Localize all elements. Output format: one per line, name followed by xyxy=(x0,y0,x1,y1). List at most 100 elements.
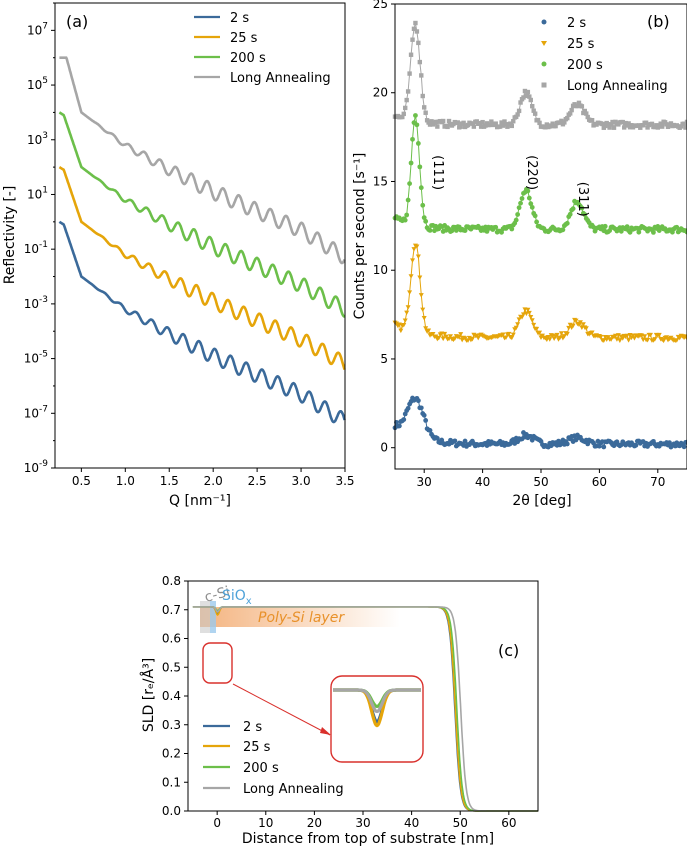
panel-b-point-25s xyxy=(525,307,531,313)
panel-a-y-tick-label: 10-9 xyxy=(24,459,49,475)
panel-b-point-200s xyxy=(413,113,418,118)
panel-b-point-25s xyxy=(612,333,618,339)
panel-b-point-25s xyxy=(537,330,543,336)
panel-b-point-long xyxy=(509,123,514,129)
panel-b-point-25s xyxy=(531,322,537,328)
panel-b-point-long xyxy=(605,122,611,127)
panel-b-point-long xyxy=(544,122,550,127)
panel-b-point-long xyxy=(500,123,506,128)
panel-b-point-long xyxy=(417,59,423,65)
panel-b-point-long xyxy=(528,97,533,103)
panel-b-point-200s xyxy=(516,205,522,211)
panel-b-point-long xyxy=(576,100,582,106)
panel-b-point-25s xyxy=(405,305,411,310)
panel-b-point-long xyxy=(461,120,466,126)
panel-b-point-25s xyxy=(436,335,442,341)
panel-b-point-long xyxy=(499,120,504,125)
panel-b-point-long xyxy=(568,111,573,116)
panel-b-point-long xyxy=(413,20,418,26)
panel-c-y-tick-label: 0.0 xyxy=(162,804,181,818)
panel-b-point-long xyxy=(471,124,477,129)
panel-b-point-long xyxy=(477,120,482,126)
panel-b-point-long xyxy=(543,125,548,130)
panel-b-point-long xyxy=(579,104,585,109)
panel-a-plot-area xyxy=(58,56,346,424)
panel-b-point-long xyxy=(600,121,605,127)
panel-b-point-25s xyxy=(589,330,595,336)
panel-b-point-2s xyxy=(633,442,639,448)
panel-b-point-200s xyxy=(404,212,410,218)
panel-b: 30 40 50 60 70 0 5 10 15 20 25 (b) 2θ [deg] Count… xyxy=(352,0,687,509)
panel-b-point-25s xyxy=(554,332,560,338)
panel-c-x-tick-label: 40 xyxy=(404,816,419,830)
panel-b-point-long xyxy=(657,123,662,129)
panel-b-point-2s xyxy=(421,412,427,418)
panel-b-point-200s xyxy=(684,229,687,235)
panel-b-point-200s xyxy=(624,224,630,229)
panel-b-point-long xyxy=(455,120,460,125)
panel-b-point-long xyxy=(440,118,446,124)
panel-b-point-long xyxy=(513,114,519,120)
panel-b-point-25s xyxy=(513,325,519,331)
panel-b-point-200s xyxy=(534,219,540,225)
panel-b-point-long xyxy=(411,26,417,32)
panel-b-point-25s xyxy=(426,328,432,333)
panel-a-x-tick-label: 0.5 xyxy=(72,474,91,488)
panel-b-point-long xyxy=(626,121,631,126)
panel-b-peak-labels: (111) (220) (311) xyxy=(430,155,590,217)
panel-a-x-tick-label: 1.5 xyxy=(160,474,179,488)
panel-c-x-ticks: 0 10 20 30 40 50 60 xyxy=(213,811,516,830)
panel-b-point-25s xyxy=(573,318,579,324)
panel-b-point-long xyxy=(638,125,643,130)
panel-b-point-25s xyxy=(684,336,687,341)
panel-b-label: (b) xyxy=(647,12,670,31)
panel-b-point-25s xyxy=(447,334,453,339)
panel-b-point-long xyxy=(427,122,433,127)
panel-b-point-25s xyxy=(598,334,604,340)
panel-a-legend-25s: 25 s xyxy=(230,31,258,46)
panel-c-label: (c) xyxy=(498,641,519,660)
panel-b-point-200s xyxy=(636,229,642,235)
panel-b-legend-marker-long xyxy=(541,82,547,88)
panel-b-point-long xyxy=(608,122,614,127)
panel-b-point-200s xyxy=(532,213,538,219)
panel-b-point-long xyxy=(636,123,642,128)
panel-b-point-long xyxy=(565,115,570,121)
zoom-inset-frame xyxy=(330,675,424,763)
panel-b-point-long xyxy=(403,105,408,111)
panel-b-point-long xyxy=(420,93,425,99)
panel-b-point-long xyxy=(408,52,414,57)
siox-layer-band xyxy=(210,601,216,633)
panel-b-point-long xyxy=(511,119,516,124)
panel-b-point-long xyxy=(465,122,471,128)
panel-b-point-2s xyxy=(452,438,458,444)
panel-a-y-tick-label: 10-1 xyxy=(24,240,48,256)
panel-b-point-25s xyxy=(534,326,540,332)
panel-a-series-25s xyxy=(58,165,346,371)
panel-c-legend: 2 s 25 s 200 s Long Annealing xyxy=(203,720,344,797)
panel-b-point-25s xyxy=(411,247,417,252)
panel-b-point-long xyxy=(622,125,627,130)
panel-b-point-long xyxy=(404,97,409,103)
panel-b-y-tick-label: 25 xyxy=(373,0,388,11)
panel-b-point-long xyxy=(659,124,665,129)
panel-c: Poly-Si layer c-Si SiOx 0 10 20 30 40 50 60 0.… xyxy=(140,574,539,847)
panel-b-point-long xyxy=(487,122,493,128)
panel-b-legend-marker-25s xyxy=(541,41,547,46)
panel-b-frame xyxy=(394,3,687,470)
panel-b-point-long xyxy=(603,123,608,129)
panel-b-series-25s xyxy=(394,244,687,343)
siox-sub: x xyxy=(246,596,252,607)
panel-b-peak-label: (220) xyxy=(524,155,539,190)
panel-b-point-long xyxy=(623,120,628,126)
panel-b-x-label: 2θ [deg] xyxy=(512,493,571,509)
panel-b-point-2s xyxy=(434,435,440,441)
panel-b-point-25s xyxy=(398,328,404,334)
panel-b-point-2s xyxy=(423,418,429,423)
panel-b-point-200s xyxy=(415,141,421,146)
panel-b-point-2s xyxy=(427,428,433,433)
panel-b-x-tick-label: 50 xyxy=(533,475,548,489)
panel-b-point-long xyxy=(458,124,463,129)
panel-a-x-ticks: 0.5 1.0 1.5 2.0 2.5 3.0 3.5 xyxy=(72,468,355,488)
